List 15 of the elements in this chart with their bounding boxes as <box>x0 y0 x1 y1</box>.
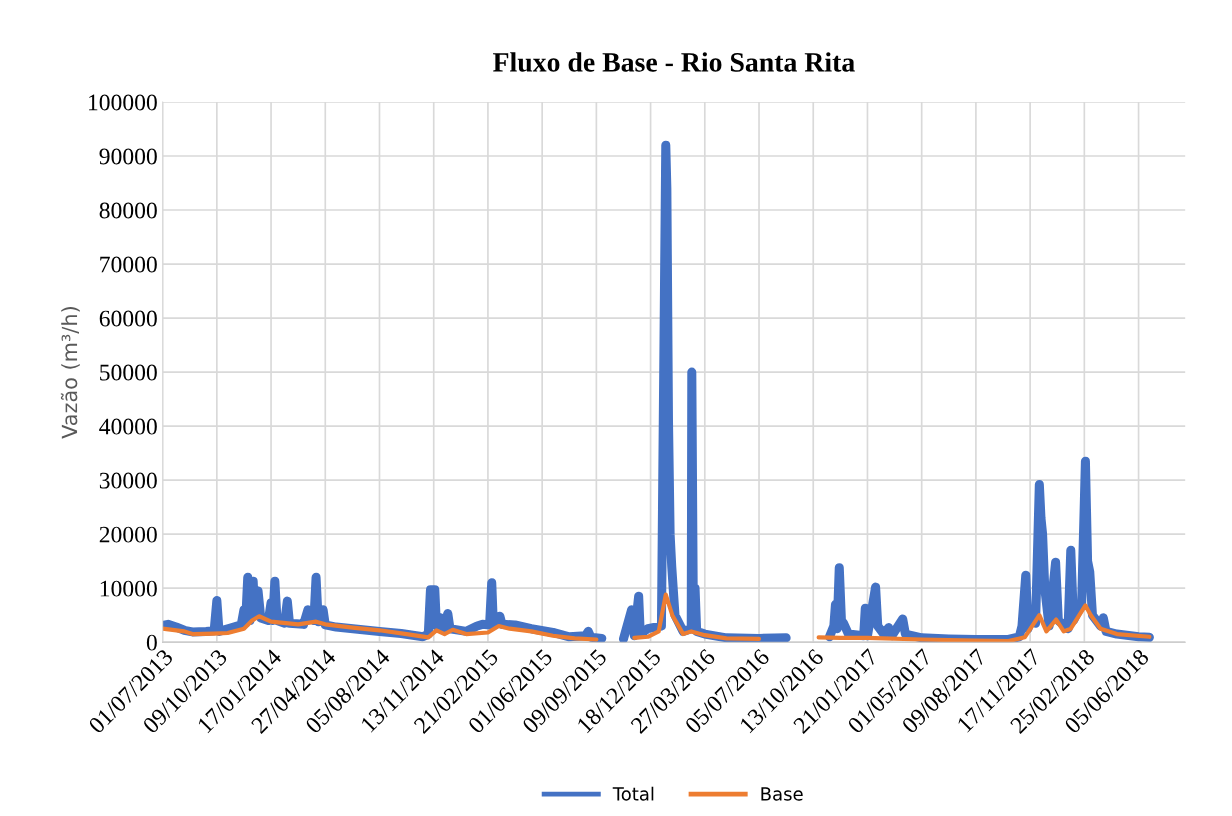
legend-label: Total <box>612 786 654 801</box>
legend-label: Base <box>761 787 803 801</box>
y-tick-label: 60000 <box>99 310 157 327</box>
y-tick-label: 50000 <box>100 364 157 381</box>
y-tick-label: 40000 <box>99 418 157 435</box>
y-axis-title: Vazão (m³/h) <box>60 307 80 439</box>
y-tick-label: 80000 <box>99 202 157 219</box>
y-tick-label: 90000 <box>99 148 157 165</box>
y-tick-label: 10000 <box>100 580 157 597</box>
y-tick-label: 30000 <box>99 472 157 489</box>
y-tick-label: 70000 <box>100 256 157 273</box>
y-tick-label: 20000 <box>99 526 157 543</box>
y-tick-label: 100000 <box>89 94 157 111</box>
chart-title: Fluxo de Base - Rio Santa Rita <box>493 52 855 72</box>
y-tick-label: 0 <box>146 634 157 651</box>
